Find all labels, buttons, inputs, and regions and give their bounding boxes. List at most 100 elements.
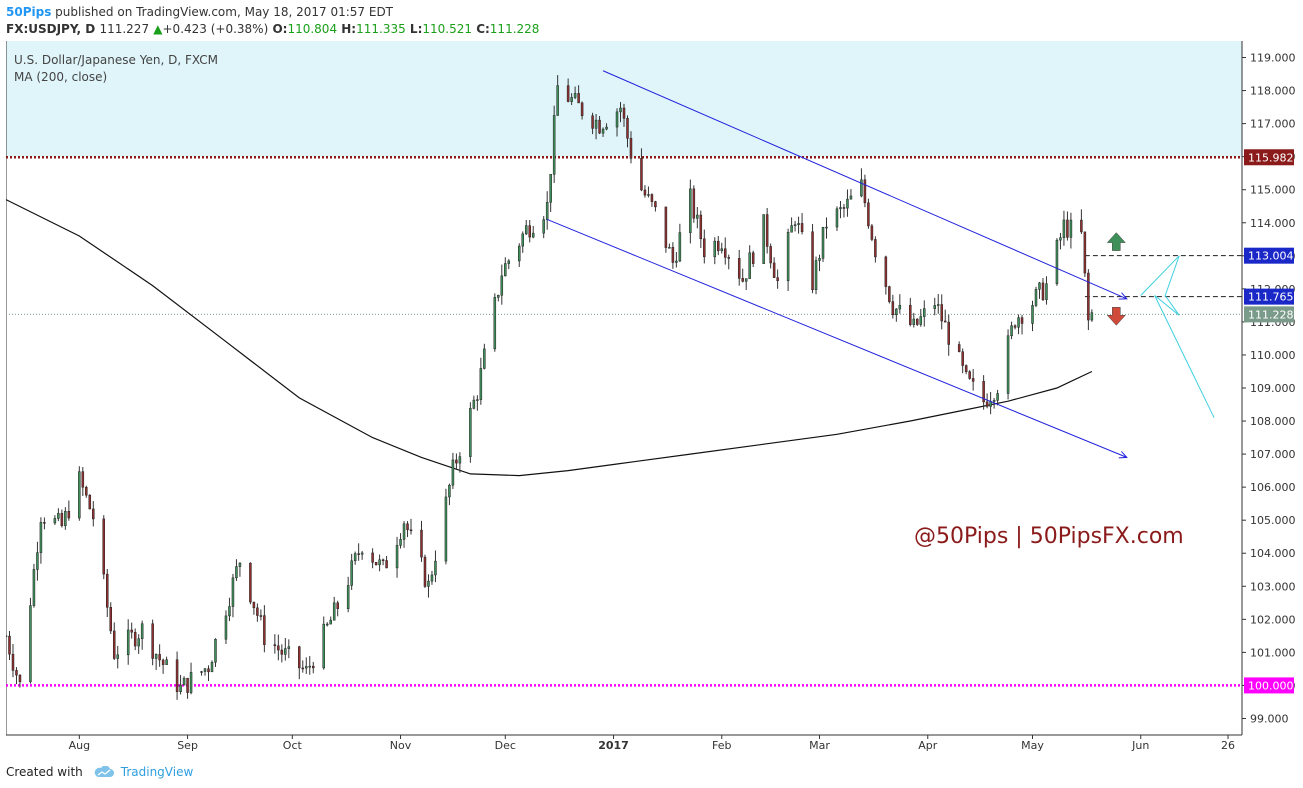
candle-up [720, 248, 724, 251]
candle-up [238, 562, 242, 567]
chart-header: 50Pips published on TradingView.com, May… [0, 0, 1303, 40]
candle-up [542, 219, 545, 234]
candle-up [507, 260, 511, 264]
candle-up [476, 399, 479, 401]
channel-lower-arrowhead [1118, 451, 1128, 459]
candle-up [992, 400, 996, 402]
x-tick-label: Apr [918, 739, 938, 752]
candle-up [570, 97, 573, 102]
candle-up [518, 245, 521, 262]
low-value: 110.521 [422, 22, 472, 36]
high-value: 111.335 [356, 22, 406, 36]
channel-lower-line [546, 218, 1127, 458]
candle-up [458, 456, 462, 464]
y-tick-label: 106.000 [1250, 481, 1296, 494]
candle-down [175, 659, 179, 693]
candle-down [151, 623, 154, 659]
candle-down [692, 188, 696, 219]
candle-down [765, 214, 769, 247]
candle-up [504, 263, 507, 277]
candle-up [39, 522, 43, 553]
candle-up [696, 214, 699, 219]
candle-down [374, 562, 378, 566]
candle-up [284, 648, 287, 655]
candle-down [406, 523, 409, 531]
candle-up [573, 93, 577, 98]
candle-up [469, 408, 472, 457]
candle-down [867, 202, 870, 227]
candle-down [106, 573, 109, 608]
publisher-name[interactable]: 50Pips [6, 5, 52, 19]
candle-down [650, 194, 654, 202]
candle-down [92, 508, 95, 520]
candle-up [1055, 239, 1059, 284]
candle-up [165, 659, 168, 665]
y-tick-label: 105.000 [1250, 514, 1296, 527]
candle-up [36, 552, 39, 570]
candle-up [744, 278, 748, 282]
candle-down [60, 513, 64, 526]
candle-down [842, 207, 846, 209]
candle-down [186, 677, 189, 693]
y-tick-label: 104.000 [1250, 547, 1296, 560]
candle-down [423, 556, 427, 587]
candle-up [846, 198, 849, 209]
candle-down [158, 654, 161, 661]
candle-down [133, 631, 137, 647]
chart-title: U.S. Dollar/Japanese Yen, D, FXCM [14, 53, 218, 67]
y-tick-label: 108.000 [1250, 415, 1296, 428]
candle-down [622, 107, 626, 119]
candle-down [1066, 219, 1069, 238]
candle-up [594, 119, 598, 129]
candle-up [762, 214, 765, 264]
tradingview-cloud-icon[interactable] [93, 766, 115, 778]
candle-up [346, 585, 350, 609]
candle-down [371, 552, 374, 563]
price-chart[interactable]: 119.000118.000117.000116.000115.000114.0… [6, 41, 1296, 753]
candle-up [556, 85, 559, 116]
tradingview-link[interactable]: TradingView [120, 765, 194, 779]
candle-down [252, 601, 256, 609]
candle-down [985, 401, 989, 407]
candle-up [1006, 335, 1010, 394]
candle-down [130, 629, 133, 633]
candle-up [786, 231, 790, 282]
candle-down [1041, 282, 1045, 300]
candle-up [678, 232, 682, 262]
x-tick-label: Mar [809, 739, 830, 752]
candle-down [112, 630, 116, 659]
candle-up [821, 226, 825, 259]
candle-up [493, 297, 497, 350]
candle-up [235, 566, 238, 579]
candle-up [835, 208, 839, 228]
y-tick-label: 110.000 [1250, 349, 1296, 362]
candle-down [312, 665, 315, 669]
candle-up [814, 260, 818, 291]
candle-down [1080, 219, 1083, 233]
candle-up [137, 638, 140, 647]
bullish-arrow-icon [1106, 232, 1126, 251]
resistance-price-label: 115.982 [1248, 151, 1294, 164]
candle-down [947, 321, 950, 345]
candle-down [385, 560, 388, 569]
candles [6, 75, 1094, 700]
y-tick-label: 114.000 [1250, 217, 1296, 230]
candle-up [713, 240, 717, 258]
candle-up [860, 179, 863, 197]
candle-up [32, 569, 36, 606]
candle-up [818, 258, 821, 261]
candle-down [249, 562, 252, 603]
candle-down [741, 278, 744, 282]
up-arrow-icon: ▲ [153, 22, 163, 36]
candle-up [126, 629, 130, 656]
candle-up [936, 304, 940, 306]
bearish-arrow-icon [1106, 307, 1126, 326]
chart-pane[interactable]: 119.000118.000117.000116.000115.000114.0… [6, 41, 1296, 753]
candle-up [797, 223, 800, 225]
candle-down [259, 615, 263, 617]
candle-down [737, 258, 741, 279]
candle-up [825, 226, 828, 229]
candle-up [524, 225, 528, 235]
candle-up [325, 623, 329, 626]
candle-down [566, 85, 570, 102]
